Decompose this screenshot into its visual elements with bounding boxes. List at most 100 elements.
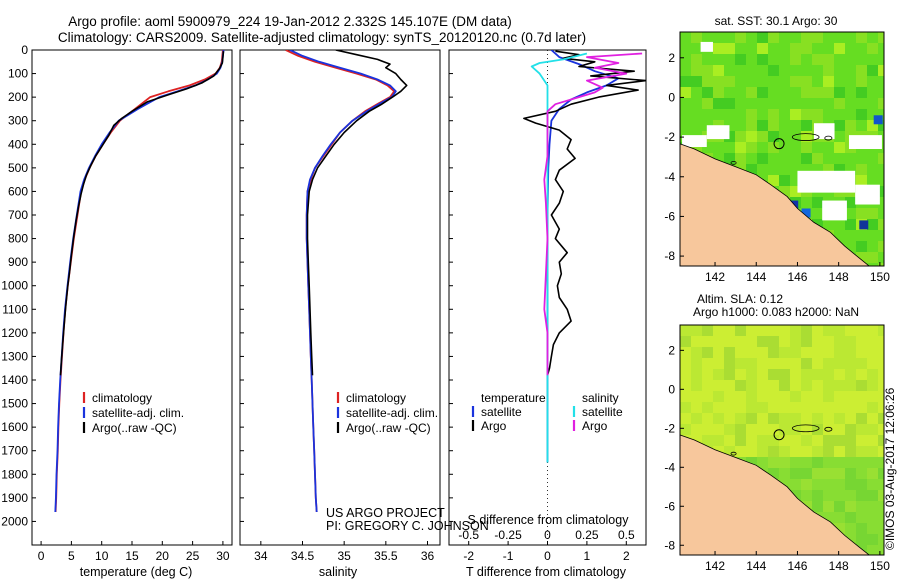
project-annotation: US ARGO PROJECT — [326, 506, 445, 520]
map-cell — [878, 186, 884, 198]
map-cell — [867, 120, 879, 132]
map-cell — [691, 347, 703, 359]
map-y-tick-label: -8 — [664, 538, 675, 552]
map-cell — [878, 391, 884, 403]
x-tick-label: 34 — [254, 549, 268, 563]
map-cell — [757, 109, 769, 121]
map-cell — [823, 54, 835, 66]
map-cell — [713, 369, 725, 381]
map-cell — [812, 164, 824, 176]
map-cell — [823, 43, 835, 55]
x-tick-label: 36 — [421, 549, 435, 563]
map-cell — [878, 241, 884, 253]
map-cell — [801, 413, 813, 425]
map-x-tick-label: 144 — [746, 559, 766, 573]
map-y-tick-label: 2 — [668, 343, 675, 357]
map-cell — [702, 380, 714, 392]
map-cell — [856, 380, 868, 392]
map-cell — [856, 65, 868, 77]
map-cell — [735, 336, 747, 348]
map-cell — [878, 109, 884, 121]
difference-from-climatology-lines — [523, 50, 646, 545]
map-cell — [779, 120, 791, 132]
map-cell — [801, 457, 813, 469]
legend-entry: satellite-adj. clim. — [92, 406, 184, 420]
map-cell — [856, 446, 868, 458]
missing-data-patch — [813, 123, 835, 140]
map-cell — [724, 413, 736, 425]
map-x-tick-label: 142 — [705, 559, 725, 573]
map-cell — [691, 76, 703, 88]
map-cell — [834, 391, 846, 403]
map-cell — [691, 336, 703, 348]
map-cell — [691, 87, 703, 99]
map-cell — [768, 43, 780, 55]
map-cell — [735, 435, 747, 447]
map-cell — [790, 446, 802, 458]
map-cell — [845, 241, 857, 253]
map-cell — [790, 175, 802, 187]
map-cell — [801, 358, 813, 370]
map-cell — [735, 87, 747, 99]
map-cell — [823, 219, 835, 231]
map-cell — [856, 490, 868, 502]
map-y-tick-label: -4 — [664, 170, 675, 184]
map-cell — [812, 153, 824, 165]
map-cell — [735, 43, 747, 55]
y-tick-label: 900 — [8, 255, 28, 269]
legend-entry: climatology — [346, 391, 406, 405]
map-cell — [691, 369, 703, 381]
map-x-tick-label: 146 — [787, 270, 807, 284]
map-cell — [856, 54, 868, 66]
map-cell — [779, 153, 791, 165]
map-cell — [779, 54, 791, 66]
map-cell — [680, 402, 692, 414]
map-cell — [834, 468, 846, 480]
missing-data-patch — [822, 200, 847, 221]
map-cell — [790, 336, 802, 348]
map-cell — [812, 142, 824, 154]
map-cell — [823, 391, 835, 403]
map-cell — [768, 175, 780, 187]
map-cell — [680, 76, 692, 88]
map-cell — [691, 54, 703, 66]
temperature-axis-label: temperature (deg C) — [80, 565, 193, 579]
map-cell — [845, 208, 857, 220]
x-tick-label: 10 — [95, 549, 109, 563]
map-cell — [757, 347, 769, 359]
y-tick-label: 1200 — [1, 326, 28, 340]
map-cell — [867, 347, 879, 359]
map-cell — [867, 54, 879, 66]
map-cell — [823, 76, 835, 88]
map-cell — [768, 457, 780, 469]
map-cell — [757, 336, 769, 348]
timestamp-stamp: ©IMOS 03-Aug-2017 12:06:26 — [883, 387, 897, 550]
map-cell — [746, 76, 758, 88]
map-y-tick-label: -6 — [664, 209, 675, 223]
x-tick-label: 20 — [156, 549, 170, 563]
map-cell — [691, 98, 703, 110]
map-cell — [856, 369, 868, 381]
map-cell — [878, 252, 884, 264]
map-cell — [878, 76, 884, 88]
map-cell — [790, 369, 802, 381]
map-cell — [823, 164, 835, 176]
map-cell — [691, 325, 703, 337]
map-cell — [735, 391, 747, 403]
map-cell — [790, 490, 802, 502]
map-x-tick-label: 142 — [705, 270, 725, 284]
map-cell — [878, 512, 884, 524]
map-cell — [790, 457, 802, 469]
map-cell — [845, 43, 857, 55]
map-cell — [812, 479, 824, 491]
map-cell — [867, 325, 879, 337]
map-cell — [757, 358, 769, 370]
salinity-profile-frame — [239, 49, 441, 546]
map-cell — [724, 65, 736, 77]
map-cell — [867, 43, 879, 55]
island-outline — [791, 133, 820, 141]
map-cell — [779, 369, 791, 381]
series-line-argo-raw-qc- — [59, 51, 225, 376]
map-cell — [768, 98, 780, 110]
